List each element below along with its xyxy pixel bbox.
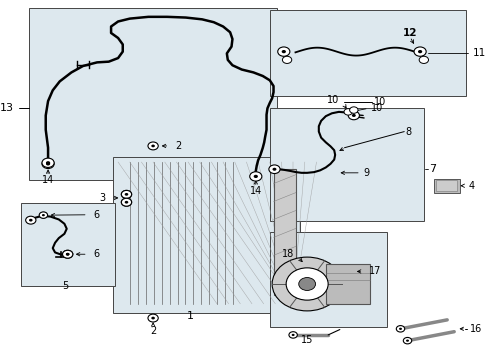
Bar (269, 10, 465, 96)
Circle shape (42, 159, 54, 168)
Circle shape (253, 175, 257, 178)
Circle shape (272, 257, 342, 311)
Text: 2: 2 (150, 326, 156, 336)
Circle shape (285, 268, 327, 300)
Text: 17: 17 (368, 266, 380, 276)
Circle shape (62, 250, 73, 258)
Circle shape (405, 339, 408, 342)
Circle shape (124, 201, 128, 204)
Circle shape (417, 50, 421, 53)
Circle shape (39, 212, 47, 219)
Text: 3: 3 (99, 193, 105, 203)
Circle shape (151, 145, 155, 147)
Text: 18: 18 (281, 248, 293, 258)
Circle shape (121, 198, 131, 206)
Circle shape (148, 142, 158, 150)
Text: 9: 9 (363, 168, 368, 178)
Circle shape (46, 162, 50, 166)
Text: 1: 1 (186, 311, 193, 320)
Bar (436, 180, 456, 191)
Circle shape (347, 111, 359, 120)
Circle shape (25, 216, 36, 224)
Circle shape (349, 107, 357, 113)
Bar (21, 203, 115, 286)
Circle shape (403, 337, 411, 344)
Circle shape (351, 114, 355, 117)
Circle shape (281, 50, 285, 53)
Circle shape (288, 332, 297, 338)
Bar (113, 157, 300, 313)
Text: 4: 4 (467, 181, 473, 191)
Circle shape (66, 253, 69, 256)
Text: 10: 10 (370, 103, 382, 113)
Circle shape (268, 165, 280, 174)
Circle shape (298, 278, 315, 291)
Circle shape (249, 172, 262, 181)
Text: 16: 16 (468, 324, 481, 334)
Bar (29, 8, 276, 180)
Circle shape (272, 168, 276, 171)
Circle shape (291, 334, 294, 336)
Text: 6: 6 (93, 210, 99, 220)
Circle shape (413, 47, 426, 56)
Circle shape (148, 314, 158, 322)
Circle shape (40, 212, 47, 218)
Text: 10: 10 (326, 95, 338, 105)
Circle shape (66, 253, 69, 256)
Text: 2: 2 (175, 141, 182, 151)
Text: 7: 7 (428, 164, 436, 174)
Text: 15: 15 (300, 335, 313, 345)
Circle shape (398, 328, 401, 330)
Bar (269, 108, 423, 221)
Circle shape (124, 193, 128, 196)
Bar (325, 264, 369, 304)
Circle shape (121, 198, 131, 206)
Text: 14: 14 (249, 186, 262, 196)
Circle shape (344, 109, 352, 115)
Text: 13: 13 (0, 103, 14, 113)
Text: 5: 5 (62, 281, 69, 291)
Circle shape (282, 56, 291, 63)
Circle shape (121, 190, 131, 198)
Text: 12: 12 (402, 28, 416, 38)
Circle shape (395, 325, 404, 332)
Circle shape (418, 56, 427, 63)
Circle shape (42, 214, 45, 216)
Circle shape (29, 219, 33, 221)
Bar (273, 169, 295, 295)
Text: 11: 11 (472, 48, 485, 58)
Circle shape (151, 317, 155, 319)
Text: 8: 8 (405, 127, 410, 136)
Bar (269, 232, 386, 327)
Bar (433, 179, 459, 193)
Text: 14: 14 (42, 175, 54, 185)
Circle shape (46, 161, 50, 165)
Circle shape (277, 47, 289, 56)
Circle shape (62, 250, 73, 258)
Text: 6: 6 (93, 249, 99, 259)
Circle shape (121, 190, 131, 198)
Circle shape (42, 158, 54, 167)
Text: 10: 10 (374, 97, 386, 107)
